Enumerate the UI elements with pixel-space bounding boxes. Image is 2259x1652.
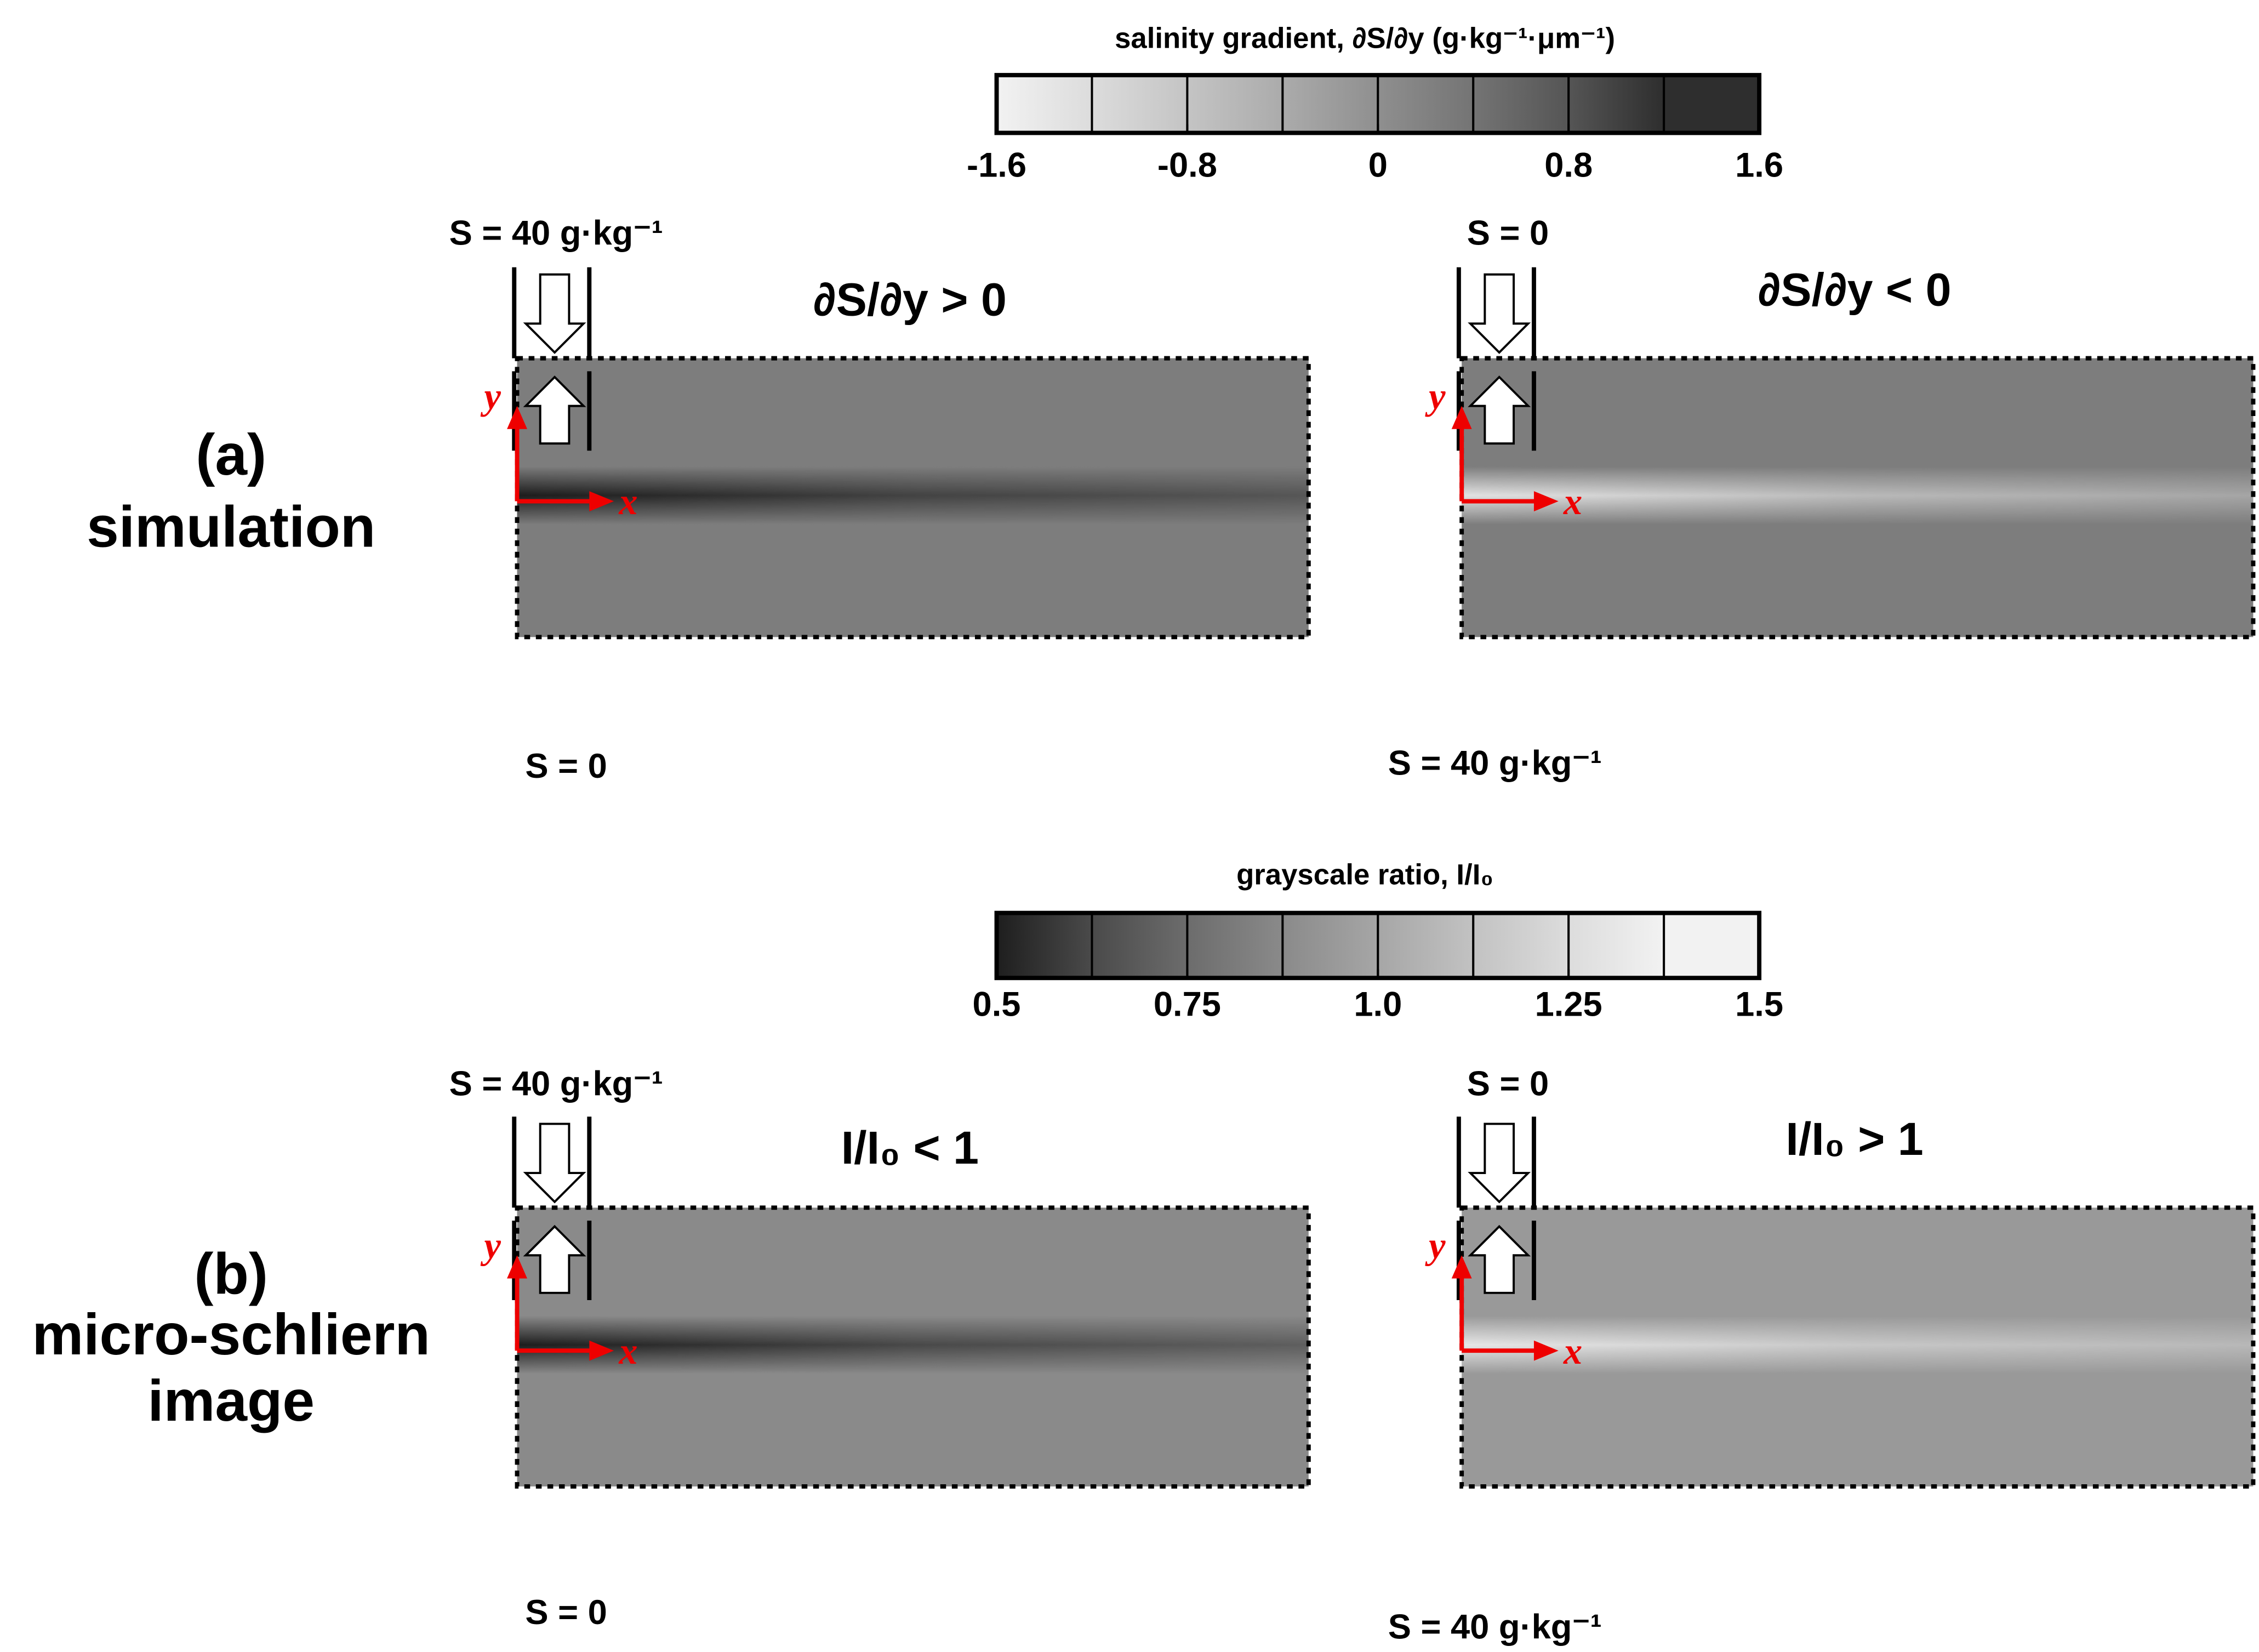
inlet-label: S = 0 xyxy=(1467,214,1549,252)
flow-band xyxy=(1462,466,2254,525)
inlet-label: S = 0 xyxy=(525,747,607,785)
inlet-arrow xyxy=(523,273,586,354)
inlet-label: S = 0 xyxy=(525,1593,607,1632)
colorbar-segment xyxy=(995,912,1093,979)
colorbar-title: grayscale ratio, I/I₀ xyxy=(1236,859,1493,891)
panel-title: ∂S/∂y < 0 xyxy=(1758,264,1952,315)
inlet-label: S = 40 g·kg⁻¹ xyxy=(449,214,663,252)
colorbar-segment xyxy=(1281,912,1379,979)
colorbar-segment xyxy=(1186,74,1284,134)
row-label: micro-schliern xyxy=(32,1303,430,1367)
colorbar-tick-label: 0 xyxy=(1368,146,1388,184)
flow-band xyxy=(1462,1315,2254,1374)
inlet-arrow xyxy=(1468,1224,1531,1294)
inlet-arrow xyxy=(523,375,586,445)
row-label: (b) xyxy=(194,1242,268,1306)
axis-label: x xyxy=(1563,1330,1582,1372)
axis-label: y xyxy=(1425,1224,1446,1266)
inlet-arrow xyxy=(523,1123,586,1204)
colorbar-segment xyxy=(1663,74,1761,134)
axis-label: x xyxy=(1563,481,1582,522)
panel-title: I/I₀ > 1 xyxy=(1785,1113,1923,1165)
row-label: image xyxy=(147,1369,315,1433)
axis-arrowhead xyxy=(1533,1340,1559,1361)
colorbar-segment xyxy=(1472,74,1570,134)
colorbar-segment xyxy=(1281,74,1379,134)
colorbar-segment xyxy=(1091,74,1189,134)
inlet-arrow xyxy=(1468,1123,1531,1204)
panel: I/I₀ > 1 S = 0 S = 40 g·kg⁻¹ y x xyxy=(1388,1065,2256,1647)
colorbar-segment xyxy=(1091,912,1189,979)
colorbar-tick-label: -1.6 xyxy=(967,146,1026,184)
colorbar-tick-label: 1.0 xyxy=(1354,985,1402,1024)
inlet-arrow xyxy=(1468,273,1531,354)
colorbar-segment xyxy=(1663,912,1761,979)
panel-title: I/I₀ < 1 xyxy=(841,1122,979,1174)
row-label: simulation xyxy=(87,495,375,560)
row-label: (a) xyxy=(196,423,266,487)
inlet-arrow xyxy=(523,1224,586,1294)
axis-arrowhead xyxy=(507,1255,527,1279)
axis-label: y xyxy=(481,375,501,417)
colorbar-title: salinity gradient, ∂S/∂y (g·kg⁻¹·μm⁻¹) xyxy=(1115,22,1615,55)
colorbar-tick-label: 0.5 xyxy=(973,985,1021,1024)
colorbar-segment xyxy=(995,74,1093,134)
flow-band xyxy=(517,1315,1309,1374)
axis-label: y xyxy=(481,1224,501,1266)
colorbar-tick-label: -0.8 xyxy=(1157,146,1217,184)
axis-label: x xyxy=(618,481,637,522)
colorbar-tick-label: 0.75 xyxy=(1154,985,1221,1024)
flow-band xyxy=(517,466,1309,525)
colorbar-segment xyxy=(1472,912,1570,979)
inlet-label: S = 40 g·kg⁻¹ xyxy=(1388,744,1602,783)
panel: ∂S/∂y < 0 S = 0 S = 40 g·kg⁻¹ y x xyxy=(1388,214,2256,783)
panel-title: ∂S/∂y > 0 xyxy=(813,274,1007,326)
colorbar-tick-label: 1.6 xyxy=(1735,146,1783,184)
colorbar-segment xyxy=(1567,74,1665,134)
axis-label: y xyxy=(1425,375,1446,417)
axis-arrowhead xyxy=(507,406,527,429)
inlet-arrow xyxy=(1468,375,1531,445)
axis-arrowhead xyxy=(1451,406,1472,429)
colorbar-segment xyxy=(1377,912,1475,979)
colorbar-tick-label: 1.25 xyxy=(1535,985,1602,1024)
colorbar-segment xyxy=(1377,74,1475,134)
axis-label: x xyxy=(618,1330,637,1372)
inlet-label: S = 0 xyxy=(1467,1065,1549,1103)
colorbar-segment xyxy=(1567,912,1665,979)
colorbar-segment xyxy=(1186,912,1284,979)
axis-arrowhead xyxy=(589,491,614,511)
inlet-label: S = 40 g·kg⁻¹ xyxy=(1388,1608,1602,1647)
inlet-label: S = 40 g·kg⁻¹ xyxy=(449,1065,663,1103)
panel: ∂S/∂y > 0 S = 40 g·kg⁻¹ S = 0 y x xyxy=(449,214,1311,785)
axis-arrowhead xyxy=(1451,1255,1472,1279)
axis-arrowhead xyxy=(1533,491,1559,511)
colorbar-tick-label: 0.8 xyxy=(1544,146,1593,184)
axis-arrowhead xyxy=(589,1340,614,1361)
panel: I/I₀ < 1 S = 40 g·kg⁻¹ S = 0 y x xyxy=(449,1065,1311,1632)
colorbar-tick-label: 1.5 xyxy=(1735,985,1783,1024)
